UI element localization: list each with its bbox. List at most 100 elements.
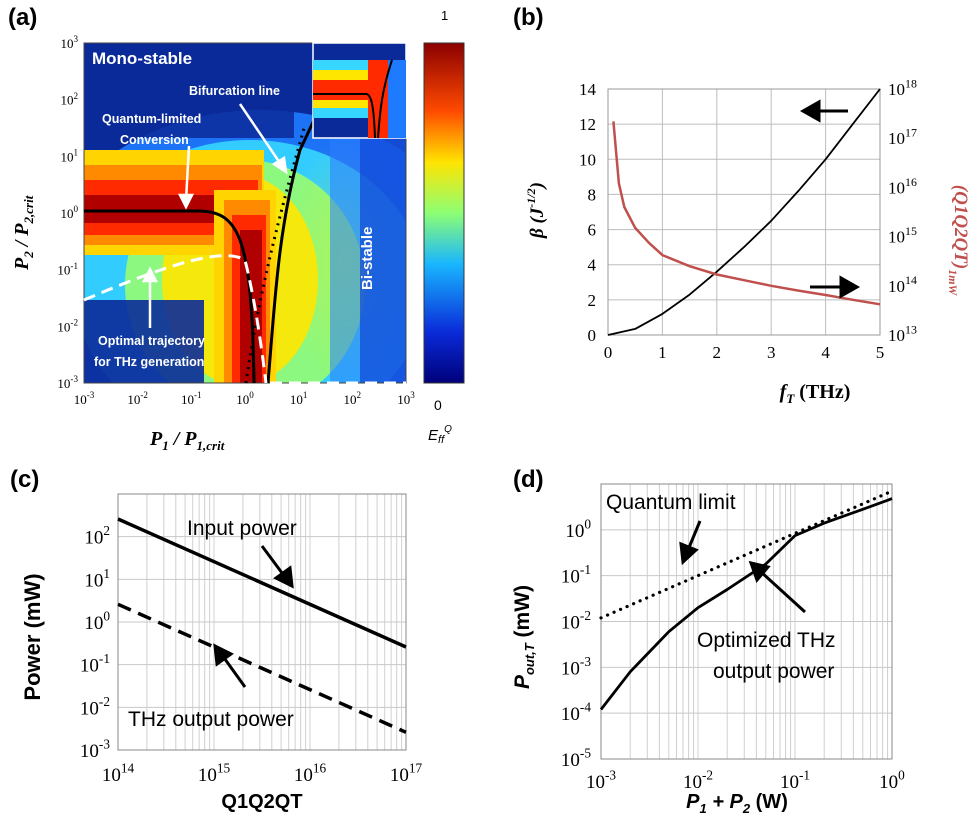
- x-tick-label: 10-2: [127, 390, 148, 407]
- y-axis-label-a: P2 / P2,crit: [11, 195, 36, 271]
- y-axis-label-c: Power (mW): [20, 573, 45, 700]
- annotation-arrows-c: [213, 545, 294, 688]
- y-tick-label: 14: [579, 80, 597, 99]
- x-tick-label: 5: [876, 343, 885, 362]
- panel-d: (d) P1 + P2 (W) Pout,T (mW) 10-3 10-2 10-1…: [485, 462, 970, 822]
- y2-tick-label: 1014: [888, 273, 917, 296]
- panel-c: (c) Q1Q2QT Power (mW) 1014 1015 1016 1017 10…: [0, 462, 480, 822]
- series-line: [599, 497, 893, 711]
- panel-c-label: (c): [10, 466, 40, 493]
- optimal-trajectory-label-1: Optimal trajectory: [98, 334, 205, 348]
- y-tick-label: 10-5: [561, 745, 591, 771]
- optimized-label-1: Optimized THz: [697, 629, 835, 652]
- x-tick-label: 10-2: [683, 767, 713, 793]
- chart-c-svg: Q1Q2QT Power (mW) 1014 1015 1016 1017 10-3 10…: [20, 493, 423, 813]
- y-tick-label: 103: [60, 34, 78, 51]
- mono-stable-label: Mono-stable: [92, 49, 192, 68]
- y2-tick-label: 1013: [888, 322, 917, 345]
- y2-tick-label: 1016: [888, 175, 917, 198]
- x-tick-label: 1016: [294, 760, 327, 786]
- thz-output-label: THz output power: [128, 708, 294, 731]
- x-tick-label: 4: [821, 343, 830, 362]
- y-tick-label: 102: [60, 91, 78, 108]
- y-axis-label-b-right: (Q1Q2QT)1mW: [946, 185, 970, 297]
- bifurcation-line-dotted: [244, 124, 307, 384]
- x-tick-label: 2: [713, 343, 722, 362]
- x-tick-label: 10-1: [780, 767, 810, 793]
- y-tick-label: 12: [579, 115, 596, 134]
- bifurcation-label: Bifurcation line: [189, 84, 280, 98]
- x-tick-label: 1: [658, 343, 667, 362]
- x-tick-label: 100: [236, 390, 254, 407]
- y-tick-label: 10-4: [561, 700, 591, 726]
- y-tick-label: 101: [60, 147, 78, 164]
- y-tick-label: 10-3: [80, 736, 110, 762]
- chart-b-svg: fT (THz) β (J-1/2) (Q1Q2QT)1mW 0 1 2 3 4 5 0 2 4…: [524, 76, 970, 406]
- x-axis-label-d: P1 + P2 (W): [686, 791, 788, 816]
- optimal-trajectory: [83, 254, 268, 384]
- quantum-limited-label-1: Quantum-limited: [102, 112, 201, 126]
- y-axis-label-b-left: β (J-1/2): [524, 182, 548, 239]
- x-tick-label: 1015: [198, 760, 231, 786]
- colorbar-title: EffQ: [428, 424, 452, 446]
- x-axis-label-a: P1 / P1,crit: [149, 428, 225, 453]
- colorbar-min-label: 0: [434, 397, 442, 413]
- quantum-limit-label: Quantum limit: [606, 491, 736, 514]
- colorbar-max-label: 1: [441, 8, 448, 23]
- quantum-limited-label-2: Conversion: [120, 133, 189, 147]
- plot-frame: [117, 493, 407, 751]
- quantum-limited-curve: [84, 209, 256, 384]
- x-tick-label: 1017: [390, 760, 423, 786]
- y-tick-label: 10-2: [80, 694, 110, 720]
- panel-a-label: (a): [8, 4, 38, 31]
- x-tick-label: 1014: [102, 760, 135, 786]
- y-tick-label: 10-2: [561, 608, 591, 634]
- x-tick-label: 10-1: [181, 390, 202, 407]
- plot-frame: [607, 88, 881, 336]
- y-tick-label: 101: [84, 566, 110, 592]
- plot-frame: [600, 483, 893, 760]
- x-tick-label: 10-3: [74, 390, 95, 407]
- series-line: [117, 602, 407, 734]
- y-tick-label: 10-1: [57, 261, 78, 278]
- y-tick-label: 10-1: [80, 651, 110, 677]
- x-tick-label: 103: [397, 390, 415, 407]
- x-tick-label: 101: [290, 390, 308, 407]
- y-tick-label: 4: [588, 256, 597, 275]
- panel-a: (a): [0, 0, 480, 460]
- series-line: [117, 517, 407, 649]
- legend-arrows-b: [799, 99, 861, 299]
- bi-stable-label: Bi-stable: [359, 227, 376, 290]
- y-tick-label: 10-3: [57, 374, 78, 391]
- y-tick-label: 10: [579, 150, 596, 169]
- x-axis-label-c: Q1Q2QT: [221, 791, 302, 813]
- annotation-arrows-d: [679, 520, 807, 614]
- x-tick-label: 0: [604, 343, 613, 362]
- y-tick-label: 10-3: [561, 654, 591, 680]
- y-tick-label: 102: [84, 523, 110, 549]
- x-axis-label-b: fT (THz): [780, 381, 851, 406]
- heatmap-a-svg: Mono-stable Bifurcation line Quantum-lim…: [11, 8, 465, 453]
- chart-d-svg: P1 + P2 (W) Pout,T (mW) 10-3 10-2 10-1 100 1…: [511, 483, 905, 816]
- y-tick-label: 0: [588, 326, 597, 345]
- y-tick-label: 6: [588, 221, 597, 240]
- y2-tick-label: 1017: [888, 126, 917, 149]
- y2-tick-label: 1015: [888, 224, 917, 247]
- y-tick-label: 8: [588, 185, 597, 204]
- x-tick-label: 102: [344, 390, 362, 407]
- panel-b-label: (b): [513, 4, 544, 31]
- colorbar: [423, 42, 465, 384]
- input-power-label: Input power: [187, 517, 297, 540]
- x-tick-label: 3: [767, 343, 776, 362]
- y-tick-label: 100: [60, 204, 78, 221]
- y-tick-label: 100: [84, 608, 110, 634]
- y2-tick-label: 1018: [888, 76, 917, 99]
- y-tick-label: 10-2: [57, 317, 78, 334]
- bifurcation-curve: [266, 117, 317, 384]
- x-tick-label: 10-3: [586, 767, 616, 793]
- optimal-trajectory-label-2: for THz generation: [94, 355, 204, 369]
- x-tick-label: 100: [879, 767, 905, 793]
- y-tick-label: 10-1: [561, 562, 591, 588]
- series-line-left: [607, 88, 881, 336]
